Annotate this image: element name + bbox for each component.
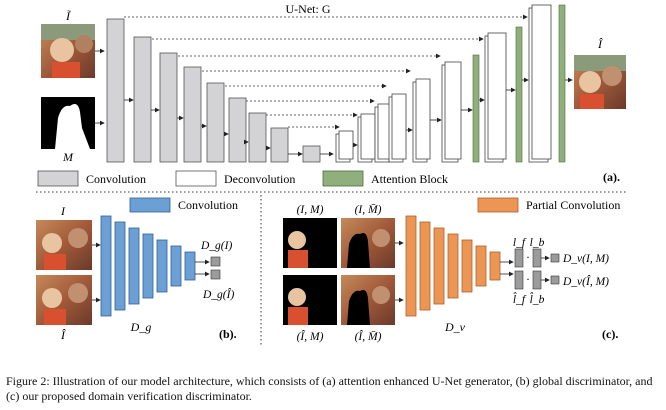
pair-label-3: (Î, M) (297, 329, 324, 343)
lf-label: l_f (513, 237, 527, 249)
lb-hat-feature (532, 270, 542, 290)
dv-output-fake (550, 275, 560, 285)
dv-photo-fg-real (283, 218, 337, 268)
blue-conv-block (156, 239, 168, 293)
attention-block (472, 54, 480, 163)
skip-connections (124, 14, 528, 130)
mask-label: M (62, 150, 74, 164)
conv-block (183, 66, 202, 163)
decoder-arrows (353, 77, 573, 148)
blue-conv-block (142, 233, 154, 299)
orange-conv-block (475, 245, 487, 287)
gd-input-bottom-label: Î (60, 328, 66, 342)
figure-caption: Figure 2: Illustration of our model arch… (6, 374, 653, 403)
conv-block (206, 82, 225, 163)
blue-conv-block (184, 251, 196, 281)
conv-block (228, 97, 247, 163)
encoder-blocks (106, 18, 321, 163)
decoder-blocks (335, 4, 552, 163)
dv-partial-conv-blocks (405, 215, 501, 317)
legend-attention-swatch (322, 170, 364, 187)
mask-image (41, 97, 95, 149)
orange-conv-block (461, 239, 473, 293)
blue-conv-block (170, 245, 182, 287)
blue-conv-block (100, 215, 112, 317)
unet-panel: Ĩ M U-Net: G (37, 2, 626, 187)
legend-blue-swatch (129, 197, 171, 213)
legend-orange-swatch (477, 197, 519, 213)
output-photo (574, 55, 626, 109)
panel-b-label: (b). (219, 327, 237, 341)
global-disc-panel: Convolution I Î D_ (36, 197, 238, 342)
dv-photo-bg-fake (341, 275, 395, 325)
domain-disc-panel: Partial Convolution (I, M) (I, M̄) (Î, M… (283, 197, 620, 343)
gd-out-bottom-label: D_g(Î) (202, 287, 234, 301)
blue-conv-block (128, 227, 140, 305)
dv-out-bottom-label: D_v(Î, M) (562, 274, 609, 288)
conv-block (302, 145, 321, 163)
conv-block (159, 52, 178, 163)
input-photo-corrupted (41, 24, 95, 78)
dv-photo-fg-fake (283, 275, 337, 325)
orange-conv-block (489, 251, 501, 281)
gd-name: D_g (130, 320, 152, 334)
blue-conv-block (114, 221, 126, 311)
lf-hat-feature (514, 270, 524, 290)
output-label: Î (597, 37, 603, 51)
gd-input-photo-bottom (36, 275, 92, 325)
architecture-figure: Ĩ M U-Net: G (36, 2, 626, 345)
gd-output-real (210, 256, 221, 267)
panel-a-label: (a). (603, 170, 620, 184)
dv-output-real (550, 253, 560, 263)
legend-blue-label: Convolution (178, 198, 238, 212)
conv-block (270, 127, 289, 163)
conv-block (133, 36, 152, 163)
pair-label-4: (Î, M̄) (355, 329, 382, 343)
attention-block (515, 26, 523, 163)
dv-photo-bg-real (341, 218, 395, 268)
conv-block (248, 112, 267, 163)
orange-conv-block (405, 215, 417, 317)
legend-orange-label: Partial Convolution (526, 198, 620, 212)
legend-deconv-swatch (175, 170, 217, 187)
gd-input-photo-top (36, 220, 92, 270)
legend-deconv-label: Deconvolution (224, 172, 295, 186)
encoder-arrows (124, 97, 334, 157)
lf-hat-label: l̂_f (512, 292, 527, 306)
orange-conv-block (419, 221, 431, 311)
gd-input-top-label: I (60, 204, 66, 218)
gd-out-top-label: D_g(I) (200, 240, 232, 252)
lb-label: l_b (530, 237, 545, 249)
attention-blocks (472, 4, 566, 163)
attention-block (558, 4, 566, 163)
lf-feature (514, 248, 524, 268)
lb-hat-label: l̂_b (529, 292, 545, 306)
unet-title: U-Net: G (286, 2, 331, 16)
orange-conv-block (447, 233, 459, 299)
svg-text:·: · (526, 250, 530, 264)
legend-attention-label: Attention Block (371, 172, 448, 186)
dv-name: D_v (444, 320, 466, 334)
gd-conv-blocks (100, 215, 196, 317)
svg-text:·: · (526, 272, 530, 286)
pair-label-2: (I, M̄) (355, 203, 382, 216)
gd-output-fake (210, 269, 221, 280)
lb-feature (532, 248, 542, 268)
orange-conv-block (433, 227, 445, 305)
dv-out-top-label: D_v(I, M) (562, 253, 609, 265)
legend-conv-label: Convolution (86, 172, 146, 186)
pair-label-1: (I, M) (297, 204, 324, 216)
panel-c-label: (c). (602, 327, 618, 341)
legend-conv-swatch (37, 170, 79, 187)
conv-block (106, 18, 125, 163)
input-label: Ĩ (65, 9, 72, 23)
